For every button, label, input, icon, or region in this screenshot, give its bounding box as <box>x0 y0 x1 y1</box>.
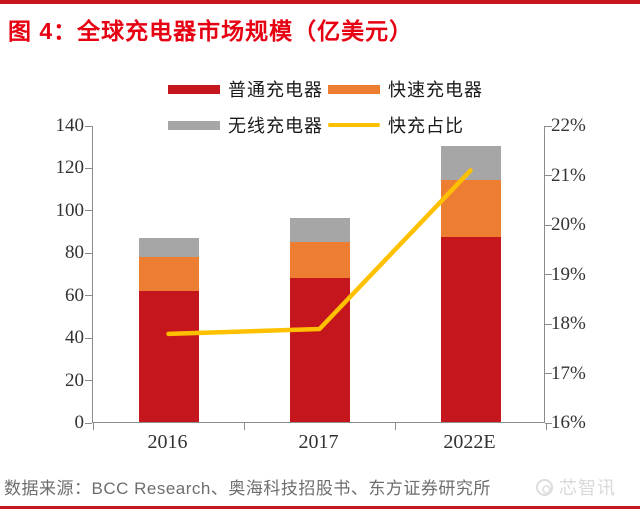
legend-item: 普通充电器 <box>168 76 328 102</box>
trend-line-layer <box>166 168 473 337</box>
left-axis-tick <box>85 210 92 212</box>
chart-legend: 普通充电器 快速充电器无线充电器 快充占比 <box>168 76 483 138</box>
top-divider <box>0 0 640 4</box>
right-axis-tick <box>545 175 552 176</box>
x-axis-boundary-tick <box>243 423 245 430</box>
right-axis-tick <box>545 224 552 226</box>
x-axis-boundary-tick <box>394 423 396 430</box>
left-axis-tick-label: 40 <box>65 327 84 349</box>
bar-segment <box>289 241 350 278</box>
legend-label: 普通充电器 <box>228 80 323 100</box>
right-axis-tick-label: 16% <box>551 412 586 433</box>
legend-item: 无线充电器 <box>168 112 328 138</box>
legend-swatch-bar-icon <box>328 84 380 94</box>
source-note: 数据来源：BCC Research、奥海科技招股书、东方证券研究所 <box>4 479 491 498</box>
left-axis-tick <box>85 125 92 127</box>
right-axis-tick <box>545 125 552 127</box>
watermark-logo-icon <box>536 478 553 496</box>
bottom-divider <box>0 506 640 509</box>
bar-stack <box>440 146 501 422</box>
right-axis-tick <box>545 373 552 374</box>
legend-swatch-bar-icon <box>168 120 220 130</box>
x-axis-category-label: 2016 <box>147 431 188 453</box>
figure-title: 图 4：全球充电器市场规模（亿美元） <box>8 18 414 44</box>
left-axis-tick-label: 20 <box>65 369 84 391</box>
left-axis-tick <box>85 252 92 254</box>
right-axis-tick-label: 22% <box>551 115 586 136</box>
right-axis-tick <box>545 422 552 424</box>
left-axis-tick <box>85 167 92 169</box>
watermark-text: 芯智讯 <box>559 478 616 498</box>
bar-segment <box>440 237 501 422</box>
right-axis-tick-label: 20% <box>551 214 586 235</box>
right-axis-tick <box>545 323 552 325</box>
x-axis-boundary-tick <box>92 423 94 430</box>
left-axis-tick-label: 60 <box>65 284 84 306</box>
x-axis-category-label: 2017 <box>298 431 339 453</box>
left-axis-tick-label: 80 <box>65 242 84 264</box>
left-axis-tick-label: 100 <box>55 199 85 221</box>
left-axis-tick <box>85 380 92 382</box>
right-axis-tick <box>545 274 552 275</box>
left-axis-tick-label: 0 <box>74 412 85 433</box>
bar-segment <box>289 277 350 422</box>
right-axis-tick-label: 17% <box>551 362 586 384</box>
legend-item: 快充占比 <box>328 112 483 138</box>
fast-charge-ratio-line <box>166 168 473 337</box>
left-axis-tick <box>85 422 92 424</box>
plot-area <box>85 125 552 430</box>
right-axis-tick-label: 19% <box>551 263 586 285</box>
left-axis-tick-label: 120 <box>55 157 85 179</box>
left-axis-tick <box>85 337 92 339</box>
legend-swatch-bar-icon <box>168 84 220 94</box>
right-axis-tick-label: 18% <box>551 313 586 334</box>
bar-segment <box>289 218 350 242</box>
bar-segment <box>138 237 199 257</box>
legend-label: 快速充电器 <box>388 80 483 100</box>
watermark: 芯智讯 <box>536 474 616 500</box>
x-axis-category-label: 2022E <box>443 431 496 453</box>
legend-swatch-line-icon <box>328 123 380 127</box>
legend-label: 快充占比 <box>388 116 464 136</box>
bar-stack <box>138 237 199 422</box>
right-axis-tick-label: 21% <box>551 164 586 186</box>
left-axis-tick-label: 140 <box>55 115 85 136</box>
legend-label: 无线充电器 <box>228 116 323 136</box>
bar-segment <box>440 146 501 181</box>
bar-segment <box>138 256 199 291</box>
legend-item: 快速充电器 <box>328 76 483 102</box>
bar-stack <box>289 218 350 422</box>
chart-area: 0 20 40 60 80 100 120 140 16% 17% 18% 19% 20% 21% 22%… <box>0 115 640 466</box>
x-axis-boundary-tick <box>545 423 547 430</box>
bar-segment <box>138 290 199 422</box>
left-axis-tick <box>85 295 92 297</box>
